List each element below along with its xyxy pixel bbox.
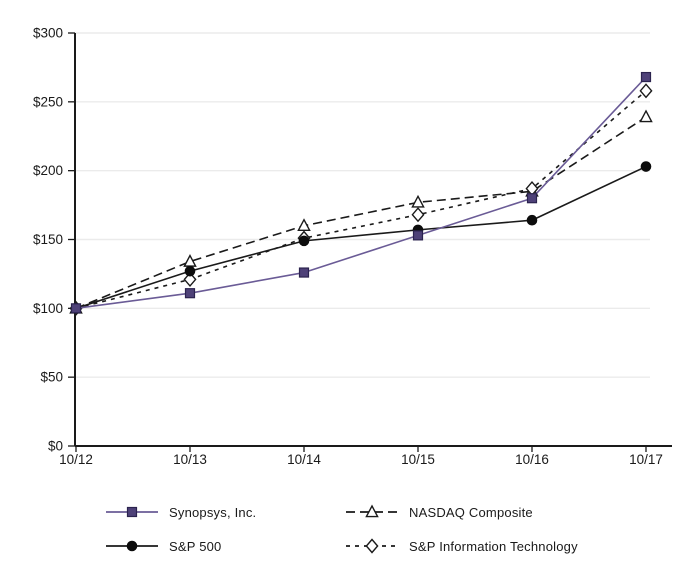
marker-square	[412, 230, 424, 241]
marker-circle	[184, 265, 196, 277]
legend-marker-sp-500	[106, 540, 158, 552]
marker-circle	[640, 161, 652, 172]
chart-canvas: $0 $50 $100 $150 $200 $250 $300 10/12 10/13 10/14…	[33, 26, 672, 467]
y-axis-label: $50	[40, 370, 63, 385]
marker-square	[640, 71, 652, 83]
marker-square	[126, 506, 138, 518]
series-sp-500	[70, 161, 652, 314]
marker-triangle	[297, 218, 311, 232]
legend-item-nasdaq-composite: NASDAQ Composite	[345, 503, 533, 521]
series-line-sp-500	[75, 165, 647, 310]
legend-label-sp-information-technology: S&P Information Technology	[409, 538, 578, 554]
legend-label-nasdaq-composite: NASDAQ Composite	[409, 504, 533, 520]
marker-square	[526, 193, 538, 204]
marker-circle	[298, 235, 310, 247]
legend-label-synopsys: Synopsys, Inc.	[169, 504, 257, 520]
x-axis-label: 10/15	[401, 452, 435, 467]
legend-item-sp-information-technology: S&P Information Technology	[345, 537, 578, 555]
marker-triangle	[365, 504, 379, 518]
marker-diamond	[183, 271, 197, 287]
legend-marker-synopsys	[106, 506, 158, 518]
marker-diamond	[639, 83, 653, 99]
x-axis-label: 10/12	[59, 452, 93, 467]
x-axis-label: 10/16	[515, 452, 549, 467]
x-axis-label: 10/13	[173, 452, 207, 467]
y-axis-label: $0	[48, 439, 63, 454]
series-synopsys	[70, 71, 652, 314]
legend-item-synopsys: Synopsys, Inc.	[105, 503, 256, 521]
series-sp-information-technology	[69, 83, 653, 316]
marker-square	[184, 288, 196, 299]
marker-triangle	[639, 109, 653, 123]
marker-diamond	[365, 538, 379, 554]
series-nasdaq-composite	[69, 109, 653, 314]
legend-item-sp-500: S&P 500	[105, 537, 221, 555]
y-axis-label: $300	[33, 26, 63, 41]
y-axis-label: $200	[33, 163, 63, 178]
marker-circle	[526, 214, 538, 226]
marker-diamond	[411, 207, 425, 223]
y-axis-label: $100	[33, 301, 63, 316]
series-line-synopsys	[75, 76, 647, 310]
marker-square	[70, 303, 82, 314]
legend-marker-sp-information-technology	[346, 538, 398, 554]
series-line-sp-information-technology	[75, 90, 647, 310]
x-axis-label: 10/17	[629, 452, 663, 467]
x-axis-label: 10/14	[287, 452, 321, 467]
marker-circle	[126, 540, 138, 552]
marker-triangle	[411, 194, 425, 208]
legend-marker-nasdaq-composite	[346, 504, 398, 518]
legend-label-sp-500: S&P 500	[169, 538, 222, 554]
stock-performance-chart: $0 $50 $100 $150 $200 $250 $300 10/12 10/13 10/14…	[33, 26, 672, 467]
y-axis-label: $150	[33, 232, 63, 247]
y-axis-label: $250	[33, 94, 63, 109]
marker-square	[298, 267, 310, 278]
